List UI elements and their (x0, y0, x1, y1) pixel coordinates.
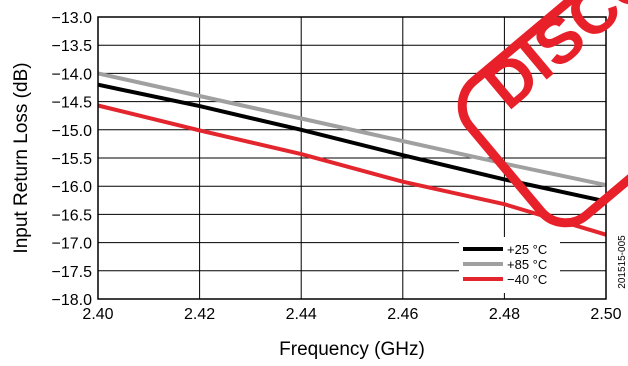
y-tick-label: −14.5 (52, 95, 93, 112)
y-tick-label: −13.5 (52, 38, 93, 55)
y-tick-label: −16.0 (52, 179, 93, 196)
legend-label: +85 °C (507, 257, 547, 272)
x-tick-label: 2.44 (286, 306, 317, 323)
stamp-border (457, 0, 628, 228)
y-tick-label: −13.0 (52, 10, 93, 27)
y-tick-label: −14.0 (52, 66, 93, 83)
x-tick-label: 2.48 (489, 306, 520, 323)
y-tick-label: −18.0 (52, 292, 93, 309)
x-axis-title: Frequency (GHz) (279, 339, 425, 360)
x-tick-label: 2.46 (387, 306, 418, 323)
legend-label: +25 °C (507, 242, 547, 257)
plot-frame (97, 16, 607, 300)
y-tick-label: −17.5 (52, 264, 93, 281)
legend-label: −40 °C (507, 272, 547, 287)
legend: +25 °C+85 °C−40 °C (459, 237, 560, 293)
y-tick-label: −15.5 (52, 151, 93, 168)
figure-code: 201515-005 (617, 235, 628, 289)
x-tick-label: 2.40 (82, 306, 113, 323)
y-tick-label: −17.0 (52, 236, 93, 253)
series-line (97, 71, 607, 188)
y-tick-label: −16.5 (52, 207, 93, 224)
series-line (97, 103, 607, 237)
y-tick-labels: −13.0 −13.5 −14.0 −14.5 −15.0 −15.5 −16.0 −16.5… (52, 10, 93, 309)
y-tick-label: −15.0 (52, 123, 93, 140)
x-tick-labels: 2.40 2.42 2.44 2.46 2.48 2.50 (82, 306, 621, 323)
x-tick-label: 2.50 (590, 306, 621, 323)
y-axis-title: Input Return Loss (dB) (11, 62, 32, 253)
x-tick-label: 2.42 (184, 306, 215, 323)
